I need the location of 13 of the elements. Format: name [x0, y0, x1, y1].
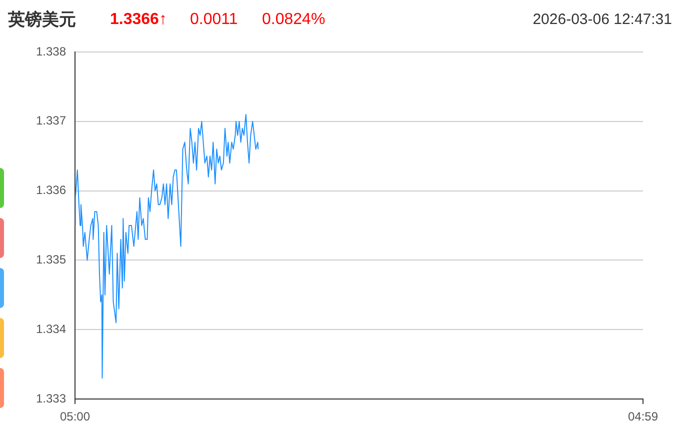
y-tick-label: 1.337: [36, 114, 66, 128]
x-tick-label: 04:59: [628, 410, 658, 424]
y-tick-label: 1.335: [36, 252, 66, 267]
x-tick-label: 05:00: [60, 410, 90, 424]
text: 0.0011: [190, 10, 238, 30]
y-tick-label: 1.338: [36, 44, 66, 58]
y-tick-label: 1.334: [36, 322, 66, 336]
chart-title: 英镑美元: [8, 9, 76, 31]
text: 1.3366↑: [110, 10, 167, 30]
text: 2026-03-06 12:47:31: [532, 10, 672, 30]
text: 0.0824%: [262, 10, 326, 30]
y-tick-label: 1.333: [36, 391, 66, 406]
y-tick-label: 1.336: [36, 183, 66, 198]
